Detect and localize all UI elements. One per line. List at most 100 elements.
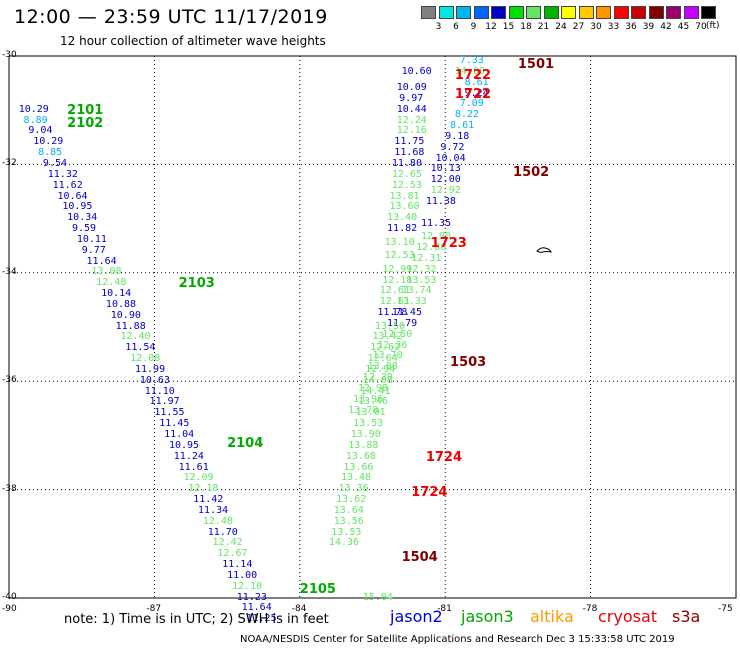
legend-tick-label: 21 (537, 22, 550, 32)
wave-height-label: 13.33 (396, 296, 427, 308)
wave-height-label: 8.89 (23, 114, 48, 126)
wave-height-label: 13.08 (91, 266, 122, 278)
wave-height-label: 11.64 (86, 255, 117, 267)
wave-height-label: 12.29 (362, 372, 393, 384)
wave-height-label: 11.32 (47, 168, 78, 180)
latitude-label: -40 (2, 592, 17, 602)
pass-label: 1502 (513, 165, 550, 181)
wave-height-label: 13.81 (389, 190, 420, 202)
wave-height-label: 13.01 (355, 407, 386, 419)
legend-swatch (491, 6, 506, 19)
wave-height-label: 12.48 (202, 515, 233, 527)
wave-height-label: 12.00 (430, 174, 461, 186)
legend-swatch (613, 6, 629, 19)
wave-height-label: 13.70 (372, 350, 403, 362)
longitude-label: -78 (582, 604, 598, 614)
legend-tick-label: 36 (625, 22, 637, 32)
wave-height-label: 11.62 (52, 179, 83, 191)
wave-height-label: 8.61 (450, 120, 475, 132)
wave-height-label: 13.68 (345, 450, 376, 462)
wave-height-label: 11.61 (178, 461, 209, 473)
wave-height-label: 10.09 (396, 82, 427, 94)
pass-label: 2105 (299, 582, 336, 598)
legend-swatch (596, 6, 611, 19)
latitude-label: -36 (2, 375, 17, 386)
wave-height-label: 13.42 (372, 331, 403, 343)
pass-label: 1503 (450, 354, 487, 370)
legend-tick-label: 39 (642, 22, 655, 32)
pass-label: 1724 (411, 484, 448, 500)
wave-height-label: 13.88 (348, 439, 379, 451)
wave-height-label: 12.42 (212, 537, 243, 549)
satellite-legend-item: cryosat (598, 607, 658, 626)
wave-height-label: 12.98 (357, 382, 389, 394)
wave-height-label: 13.66 (343, 461, 374, 473)
wave-height-label: 12.62 (370, 342, 401, 354)
wave-height-label: 11.55 (154, 407, 185, 419)
wave-height-label: 13.40 (387, 212, 418, 224)
wave-height-label: 14.41 (360, 385, 391, 397)
wave-height-label: 12.18 (382, 274, 413, 286)
wave-height-label: 11.14 (222, 559, 253, 571)
wave-height-label: 12.61 (379, 296, 410, 308)
pass-label: 1722 (454, 67, 492, 83)
wave-height-label: 9.77 (81, 244, 106, 256)
wave-height-label: 10.29 (33, 136, 64, 148)
wave-height-label: 11.00 (227, 569, 258, 581)
wave-height-label: 11.23 (236, 591, 267, 603)
latitude-label: -38 (2, 483, 17, 494)
chart-subtitle: 12 hour collection of altimeter wave hei… (60, 34, 326, 48)
wave-height-label: 11.64 (241, 602, 272, 614)
wave-height-label: 11.34 (198, 504, 229, 516)
wave-height-label: 9.24 (464, 87, 489, 99)
wave-height-label: 13.50 (374, 320, 406, 332)
legend-swatch (438, 6, 454, 19)
legend-tick-label: 33 (607, 22, 620, 32)
wave-height-label: 10.44 (396, 103, 427, 115)
wave-height-label: 9.54 (42, 157, 68, 169)
wave-height-label: 13.78 (348, 404, 379, 416)
wave-height-label: 13.36 (338, 483, 369, 495)
longitude-label: -90 (2, 604, 17, 614)
wave-height-label: 12.53 (391, 179, 422, 191)
wave-height-label: 15.04 (362, 591, 393, 603)
wave-height-label: 11.88 (115, 320, 146, 332)
wave-height-label: 11.54 (125, 342, 156, 354)
satellite-legend-item: jason3 (461, 607, 514, 626)
wave-height-label: 7.33 (459, 55, 484, 66)
legend-tick-label: 24 (555, 22, 567, 32)
legend-swatch (456, 6, 471, 19)
wave-height-label: 13.90 (350, 428, 381, 440)
legend-tick-label: 9 (470, 22, 477, 32)
wave-height-label: 13.48 (340, 472, 372, 484)
wave-height-label: 8.61 (464, 76, 489, 88)
latitude-label: -30 (2, 50, 17, 60)
wave-height-label: 11.99 (135, 363, 166, 375)
legend-tick-label: 18 (520, 22, 532, 32)
legend-tick-label: 6 (453, 22, 459, 32)
pass-label: 1501 (517, 56, 555, 72)
wave-height-label: 11.75 (394, 136, 425, 148)
wave-height-label: 12.24 (396, 114, 427, 126)
wave-height-label: 12.53 (384, 250, 415, 262)
wave-height-label: 12.50 (382, 328, 413, 340)
pass-label: 1504 (401, 549, 438, 565)
wave-height-label: 12.94 (365, 363, 396, 375)
wave-height-label: 7.09 (459, 98, 484, 110)
wave-height-label: 13.60 (389, 201, 420, 213)
wave-height-label: 12.80 (416, 241, 447, 253)
legend-swatch (631, 6, 646, 19)
legend-swatch (648, 6, 664, 19)
wave-height-label: 12.18 (188, 483, 219, 495)
wave-height-label: 10.60 (401, 65, 432, 77)
legend-tick-label: 15 (502, 22, 515, 32)
legend-swatch (526, 6, 541, 19)
wave-height-label: 10.95 (168, 439, 200, 451)
chart-title: 12:00 — 23:59 UTC 11/17/2019 (14, 6, 328, 28)
wave-height-label: 11.10 (144, 385, 175, 397)
longitude-label: -75 (718, 604, 733, 614)
wave-height-label: 12.90 (420, 231, 452, 243)
wave-height-label: 14.36 (328, 537, 359, 549)
legend-swatch (701, 6, 716, 19)
